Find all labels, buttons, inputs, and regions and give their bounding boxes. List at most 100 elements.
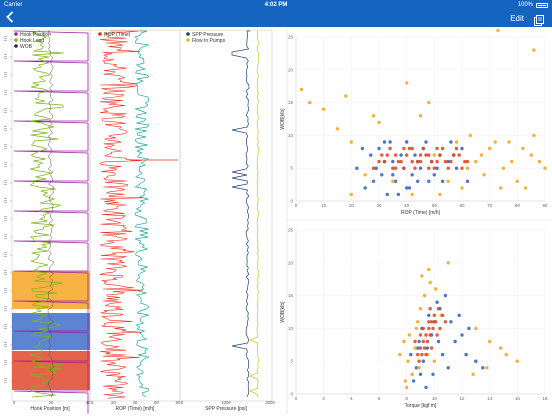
- scatter-point: [537, 159, 542, 164]
- scatter-point: [402, 146, 406, 151]
- flow-curve: [249, 30, 259, 398]
- scatter-point: [499, 346, 503, 350]
- track2-tick-label: 80: [176, 400, 181, 405]
- scatter-y-tick: 15: [288, 100, 294, 105]
- scatter-x-tick: 12: [459, 396, 465, 401]
- scatter-point: [428, 307, 432, 311]
- depth-tick-label: [4, 148, 7, 149]
- scatter-point: [488, 339, 492, 344]
- scatter-y-tick: 5: [290, 359, 293, 364]
- share-button[interactable]: [534, 13, 544, 26]
- scatter-x-tick: 10: [321, 203, 327, 208]
- scatter-point: [467, 326, 471, 331]
- depth-tick-label: [4, 218, 7, 219]
- scatter-x-tick: 0: [295, 396, 298, 401]
- track1-xlabel: Hook Position [m]: [30, 406, 70, 412]
- depth-tick-label: [4, 146, 7, 147]
- scatter-point: [496, 28, 500, 33]
- depth-tick-label: [4, 342, 7, 343]
- depth-tick-label: [4, 162, 7, 163]
- back-button[interactable]: [6, 11, 20, 26]
- track1-tick-label: 40: [86, 400, 91, 405]
- hook-load-curve: [29, 30, 65, 398]
- depth-tick-label: [4, 144, 7, 145]
- scatter-point: [405, 153, 409, 157]
- scatter-point: [391, 166, 395, 170]
- scatter-ylabel: WOB[klb]: [280, 108, 286, 130]
- scatter-point: [529, 153, 533, 157]
- scatter-point: [382, 159, 387, 164]
- depth-axis: [4, 36, 12, 383]
- formation-band-orange: [12, 271, 90, 309]
- legend-wob: WOB: [20, 44, 33, 50]
- scatter-point: [374, 166, 378, 170]
- scatter-point: [510, 159, 514, 164]
- scatter-point: [417, 339, 421, 344]
- scatter-point: [403, 379, 407, 383]
- depth-tick-label: [4, 274, 7, 275]
- dashboard-svg: Hook Position Hook Load WOB ROP (Time) S…: [4, 27, 552, 419]
- scatter-y-tick: 10: [288, 326, 294, 331]
- scatter-point: [427, 166, 431, 170]
- scatter-point: [299, 87, 304, 92]
- scatter-y-tick: 15: [288, 293, 294, 298]
- status-bar: Carrier 4:02 PM 100%: [0, 0, 552, 10]
- scatter-point: [308, 100, 312, 105]
- depth-tick-label: [4, 110, 7, 111]
- depth-tick-label: [4, 382, 7, 383]
- scatter-point: [436, 307, 441, 311]
- scatter-point: [457, 153, 461, 157]
- scatter-xlabel: Torque [kgf m]: [405, 403, 437, 409]
- scatter-point: [416, 346, 420, 350]
- scatter-point: [406, 359, 410, 363]
- rop-curve: [99, 30, 144, 399]
- scatter-point: [515, 179, 519, 183]
- scatter-point: [427, 267, 431, 272]
- depth-tick-label: [4, 308, 7, 309]
- scatter-point: [431, 326, 435, 331]
- scatter-point: [474, 359, 478, 363]
- track2-frame: [89, 29, 181, 402]
- scatter-point: [409, 352, 413, 357]
- scatter-point: [424, 352, 428, 357]
- depth-tick-label: [4, 378, 7, 379]
- scatter-point: [407, 146, 412, 151]
- scatter-point: [449, 159, 453, 164]
- scatter-point: [424, 333, 428, 337]
- depth-tick-label: [4, 94, 7, 95]
- track3-tick-label: 1000: [221, 400, 231, 405]
- depth-tick-label: [4, 362, 7, 363]
- hook-position-curve: [13, 30, 89, 419]
- scatter-point: [443, 320, 448, 324]
- scatter-point: [425, 339, 430, 344]
- depth-tick-label: [4, 326, 7, 327]
- scatter-point: [427, 153, 431, 157]
- scatter-point: [413, 346, 417, 350]
- track3-tick-label: 0: [181, 400, 184, 405]
- scatter-point: [499, 186, 503, 190]
- scatter-point: [416, 320, 420, 324]
- depth-tick-label: [4, 38, 7, 39]
- scatter-point: [429, 346, 434, 350]
- scatter-point: [454, 146, 459, 151]
- scatter-point: [468, 133, 472, 138]
- track2-tick-label: 60: [154, 400, 159, 405]
- edit-button[interactable]: Edit: [510, 14, 524, 23]
- scatter-point: [504, 352, 508, 357]
- depth-tick-label: [4, 182, 7, 183]
- scatter-point: [377, 120, 381, 125]
- scatter-point: [460, 333, 464, 337]
- depth-tick-label: [4, 126, 7, 127]
- legend-swatch-spp: [186, 32, 190, 36]
- scatter-point: [349, 192, 353, 197]
- scatter-point: [391, 179, 395, 183]
- scatter-point: [436, 339, 441, 344]
- scatter-point: [355, 166, 359, 170]
- scatter-point: [371, 179, 376, 183]
- scatter-y-tick: 20: [288, 67, 294, 72]
- scatter-x-tick: 14: [487, 396, 493, 401]
- scatter-point: [449, 320, 453, 324]
- scatter-wob-vs-torque: 0 2 4 6 8 10 12 14 16 18 0 5 10 15 20 25 Torque [kgf m] W…: [280, 228, 548, 410]
- track3-legend: SPP Pressure Flow In Pumps: [186, 32, 226, 44]
- depth-tick-label: [4, 164, 7, 165]
